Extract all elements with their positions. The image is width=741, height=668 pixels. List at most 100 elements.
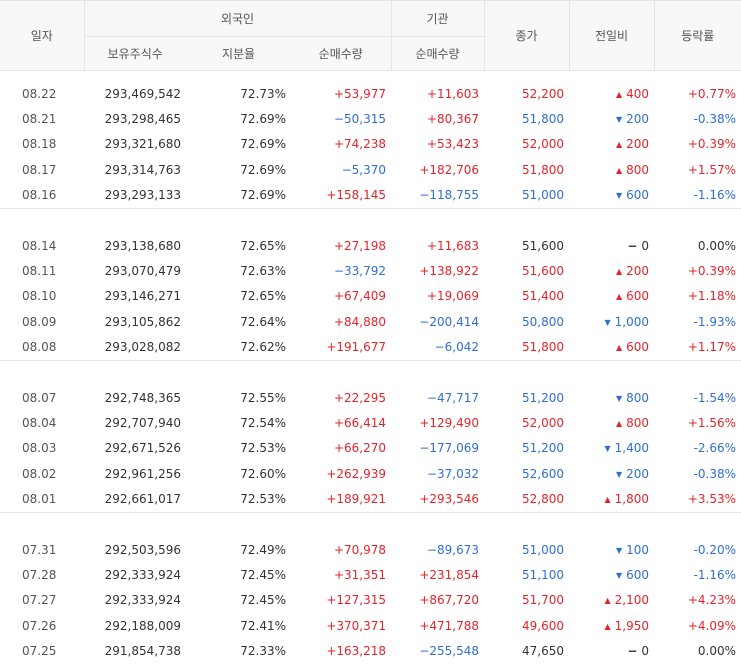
cell-ratio: 72.45%: [240, 567, 286, 582]
diff-value: 800: [626, 415, 650, 430]
diff-value: 1,400: [614, 441, 650, 456]
cell-date: 08.14: [22, 238, 57, 253]
table-row: 08.16 293,293,133 72.69% +158,145 −118,755 51…: [0, 183, 741, 209]
cell-date: 07.26: [22, 618, 57, 633]
cell-close: 51,100: [522, 567, 565, 582]
cell-rate: +0.77%: [687, 86, 737, 101]
cell-ratio: 72.65%: [240, 289, 286, 304]
cell-institution-net: −6,042: [434, 340, 480, 355]
cell-rate: -0.38%: [693, 466, 737, 481]
cell-date: 07.25: [22, 644, 57, 659]
cell-foreign-net: +189,921: [326, 492, 387, 507]
cell-ratio: 72.62%: [240, 340, 286, 355]
diff-value: 600: [626, 289, 650, 304]
cell-rate: +0.39%: [687, 137, 737, 152]
down-triangle-icon: ▼: [604, 444, 611, 454]
cell-holdings: 293,314,763: [104, 162, 181, 177]
cell-rate: -1.93%: [693, 314, 737, 329]
cell-institution-net: +182,706: [419, 162, 480, 177]
cell-holdings: 292,333,924: [104, 593, 181, 608]
cell-diff: ▼ 800: [569, 385, 654, 410]
cell-holdings: 292,188,009: [104, 618, 181, 633]
cell-date: 08.10: [22, 289, 57, 304]
table-row: 08.14 293,138,680 72.65% +27,198 +11,683 51,6…: [0, 233, 741, 258]
cell-institution-net: −200,414: [419, 314, 480, 329]
cell-date: 08.01: [22, 492, 57, 507]
up-triangle-icon: ▲: [604, 495, 611, 505]
cell-close: 51,600: [522, 238, 565, 253]
header-ratio: 지분율: [186, 36, 291, 71]
table-header: 일자 외국인 기관 종가 전일비 등락률 보유주식수 지분율 순매수량 순매수량: [0, 0, 741, 71]
cell-rate: +0.39%: [687, 264, 737, 279]
cell-close: 52,000: [522, 415, 565, 430]
cell-foreign-net: +158,145: [326, 188, 387, 203]
header-institution: 기관: [390, 0, 485, 37]
header-foreign: 외국인: [83, 0, 392, 37]
cell-institution-net: +138,922: [419, 264, 480, 279]
cell-date: 08.08: [22, 340, 57, 355]
header-close: 종가: [483, 0, 570, 71]
cell-diff: ▲ 1,800: [569, 486, 654, 512]
cell-holdings: 293,138,680: [104, 238, 181, 253]
diff-value: 1,000: [614, 314, 650, 329]
cell-close: 51,000: [522, 542, 565, 557]
cell-diff: ▲ 200: [569, 132, 654, 157]
table-row: 08.04 292,707,940 72.54% +66,414 +129,490 52,…: [0, 410, 741, 435]
cell-ratio: 72.69%: [240, 162, 286, 177]
cell-close: 52,200: [522, 86, 565, 101]
cell-diff: ▲ 2,100: [569, 588, 654, 613]
cell-diff: ▼ 100: [569, 537, 654, 562]
cell-holdings: 293,146,271: [104, 289, 181, 304]
cell-date: 08.02: [22, 466, 57, 481]
table-row: 07.25 291,854,738 72.33% +163,218 −255,548 47…: [0, 638, 741, 663]
cell-rate: +4.09%: [687, 618, 737, 633]
cell-close: 51,000: [522, 188, 565, 203]
cell-diff: ▲ 600: [569, 335, 654, 361]
cell-rate: -2.66%: [693, 441, 737, 456]
table-row: 07.27 292,333,924 72.45% +127,315 +867,720 51…: [0, 588, 741, 613]
cell-date: 07.28: [22, 567, 57, 582]
cell-institution-net: +293,546: [419, 492, 480, 507]
header-foreign-net: 순매수량: [291, 36, 392, 71]
up-triangle-icon: ▲: [615, 292, 623, 302]
cell-ratio: 72.69%: [240, 112, 286, 127]
cell-close: 51,600: [522, 264, 565, 279]
cell-foreign-net: +262,939: [326, 466, 387, 481]
diff-value: 200: [626, 112, 650, 127]
diff-value: 800: [626, 162, 650, 177]
up-triangle-icon: ▲: [615, 140, 623, 150]
cell-close: 52,000: [522, 137, 565, 152]
header-date: 일자: [0, 0, 84, 71]
down-triangle-icon: ▼: [604, 317, 611, 327]
cell-holdings: 292,748,365: [104, 390, 181, 405]
cell-close: 47,650: [522, 644, 565, 659]
cell-holdings: 292,503,596: [104, 542, 181, 557]
cell-holdings: 292,671,526: [104, 441, 181, 456]
diff-value: 800: [626, 390, 650, 405]
cell-ratio: 72.69%: [240, 188, 286, 203]
cell-date: 07.27: [22, 593, 57, 608]
cell-foreign-net: −33,792: [333, 264, 387, 279]
cell-institution-net: −89,673: [426, 542, 480, 557]
table-row: 07.26 292,188,009 72.41% +370,371 +471,788 49…: [0, 613, 741, 638]
diff-value: 600: [626, 340, 650, 355]
cell-date: 08.09: [22, 314, 57, 329]
cell-rate: -1.16%: [693, 567, 737, 582]
diff-value: 600: [626, 567, 650, 582]
cell-diff: ▼ 600: [569, 183, 654, 209]
cell-foreign-net: +74,238: [333, 137, 387, 152]
cell-institution-net: +867,720: [419, 593, 480, 608]
cell-ratio: 72.45%: [240, 593, 286, 608]
cell-foreign-net: +31,351: [333, 567, 387, 582]
diff-value: 1,800: [614, 492, 650, 507]
cell-institution-net: −47,717: [426, 390, 480, 405]
cell-foreign-net: +370,371: [326, 618, 387, 633]
cell-holdings: 293,028,082: [104, 340, 181, 355]
header-rate: 등락률: [653, 0, 741, 71]
table-row: 08.09 293,105,862 72.64% +84,880 −200,414 50,…: [0, 309, 741, 334]
cell-ratio: 72.60%: [240, 466, 286, 481]
cell-rate: +4.23%: [687, 593, 737, 608]
cell-rate: +1.18%: [687, 289, 737, 304]
cell-institution-net: +129,490: [419, 415, 480, 430]
cell-foreign-net: −5,370: [341, 162, 387, 177]
